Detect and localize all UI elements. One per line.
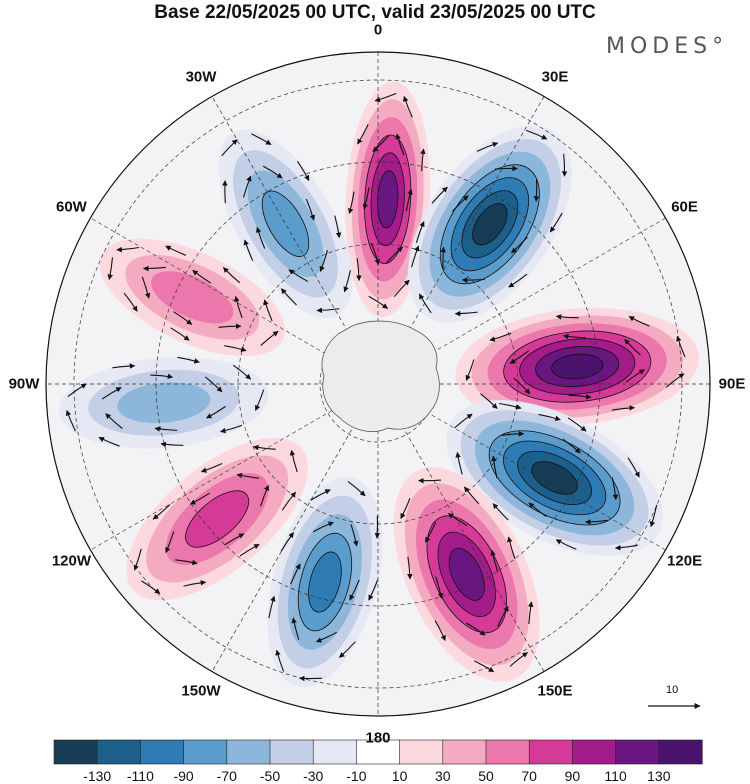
lon-label-180: 180: [365, 730, 390, 747]
colorbar-label: -30: [303, 768, 323, 784]
colorbar-label: -10: [346, 768, 366, 784]
colorbar-label: 110: [604, 768, 626, 784]
lon-label-0: 0: [374, 22, 382, 39]
colorbar-label: -130: [83, 768, 111, 784]
lon-label-30w: 30W: [186, 69, 217, 86]
colorbar-label: 90: [565, 768, 581, 784]
colorbar-swatch: [313, 740, 357, 764]
colorbar-label: 130: [647, 768, 670, 784]
wind-vector: [536, 179, 537, 201]
lon-label-120w: 120W: [52, 553, 91, 570]
colorbar-label: -50: [260, 768, 280, 784]
colorbar-swatch: [659, 740, 703, 764]
wind-vector: [462, 279, 484, 280]
colorbar-swatch: [270, 740, 314, 764]
lon-label-60w: 60W: [56, 199, 87, 216]
lon-label-150w: 150W: [181, 682, 220, 699]
colorbar-swatch: [529, 740, 573, 764]
colorbar-swatch: [54, 740, 98, 764]
colorbar-label: 50: [478, 768, 494, 784]
lon-label-90w: 90W: [9, 376, 40, 393]
colorbar-swatch: [140, 740, 184, 764]
colorbar-label: 70: [521, 768, 537, 784]
wind-vector: [495, 168, 517, 169]
lon-label-30e: 30E: [542, 69, 569, 86]
colorbar-swatch: [616, 740, 660, 764]
colorbar-swatch: [572, 740, 616, 764]
wind-vector: [377, 516, 378, 538]
colorbar-label: -90: [173, 768, 193, 784]
colorbar-swatch: [443, 740, 487, 764]
wind-vector: [419, 480, 441, 481]
colorbar-swatch: [97, 740, 141, 764]
wind-vector: [443, 247, 444, 269]
antarctica: [322, 321, 439, 432]
colorbar-swatch: [184, 740, 228, 764]
colorbar-label: 30: [435, 768, 451, 784]
lon-label-120e: 120E: [667, 553, 702, 570]
colorbar-swatch: [227, 740, 270, 764]
lon-label-60e: 60E: [671, 199, 698, 216]
colorbar-label: -110: [127, 768, 154, 784]
lon-label-150e: 150E: [537, 682, 572, 699]
colorbar-swatch: [486, 740, 530, 764]
lon-label-90e: 90E: [719, 376, 746, 393]
colorbar-label: -70: [217, 768, 237, 784]
colorbar-swatch: [400, 740, 444, 764]
colorbar-label: 10: [392, 768, 408, 784]
reference-vector-label: 10: [666, 684, 678, 696]
